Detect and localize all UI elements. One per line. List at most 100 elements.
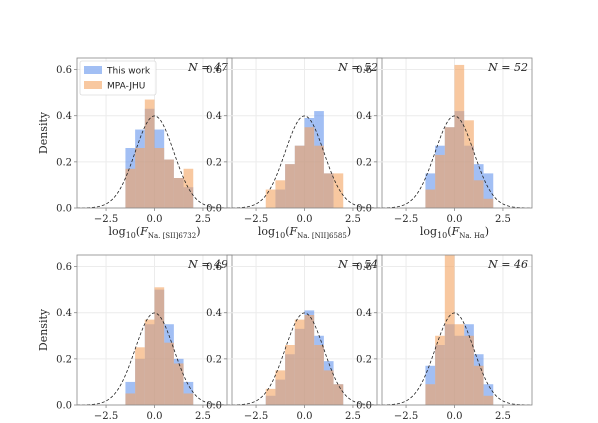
histogram-bar-mpa-jhu xyxy=(425,189,436,208)
histogram-bar-mpa-jhu xyxy=(435,154,445,208)
panel-bottom-right: 0.0 0.2 0.4 0.6 −2.5 0.0 2.5 N = 46 xyxy=(356,254,533,422)
x-tick-label: 2.5 xyxy=(495,411,511,422)
histogram-bar-mpa-jhu xyxy=(135,148,145,208)
histogram-bar-mpa-jhu xyxy=(275,370,286,405)
x-axis-label: log10(FNa. [NII]6585) xyxy=(258,225,351,240)
histogram-bar-this-work xyxy=(483,173,494,208)
histogram-bar-mpa-jhu xyxy=(464,120,474,208)
y-tick-label: 0.6 xyxy=(206,65,222,76)
x-tick-label: −2.5 xyxy=(244,411,268,422)
y-tick-label: 0.4 xyxy=(206,111,222,122)
y-tick-label: 0.6 xyxy=(356,65,372,76)
histogram-bar-mpa-jhu xyxy=(144,99,155,208)
panel-top-right: 0.0 0.2 0.4 0.6 −2.5 0.0 2.5 N = 52 log10(FNa. H… xyxy=(356,57,533,240)
x-tick-label: 0.0 xyxy=(297,214,313,225)
plot-area xyxy=(377,255,532,405)
x-tick-label: −2.5 xyxy=(394,214,418,225)
sample-count-label: N = 49 xyxy=(187,258,228,271)
y-tick-label: 0.4 xyxy=(356,111,372,122)
histogram-bar-mpa-jhu xyxy=(314,345,324,405)
x-tick-label: −2.5 xyxy=(94,214,118,225)
y-tick-label: 0.2 xyxy=(206,157,222,168)
x-tick-label: 0.0 xyxy=(447,214,463,225)
histogram-bar-mpa-jhu xyxy=(154,287,165,405)
histogram-bar-mpa-jhu xyxy=(425,384,436,405)
y-tick-label: 0.2 xyxy=(356,354,372,365)
histogram-bar-mpa-jhu xyxy=(444,127,455,208)
x-tick-label: 2.5 xyxy=(345,411,361,422)
y-tick-label: 0.0 xyxy=(206,401,222,412)
x-tick-label: −2.5 xyxy=(394,411,418,422)
y-tick-label: 0.4 xyxy=(356,308,372,319)
histogram-bar-mpa-jhu xyxy=(285,164,295,208)
histogram-bar-mpa-jhu xyxy=(323,370,334,405)
x-tick-label: −2.5 xyxy=(244,214,268,225)
gaussian-curve xyxy=(377,115,532,208)
histogram-bar-mpa-jhu xyxy=(164,342,174,405)
x-tick-label: 0.0 xyxy=(297,411,313,422)
x-tick-label: 2.5 xyxy=(495,214,511,225)
x-axis-label: log10(FNa. Hα) xyxy=(420,225,489,240)
y-tick-label: 0.2 xyxy=(56,157,72,168)
panel-top-left: 0.00.20.40.6−2.5 0.0 2.5N = 47Densitylog10… xyxy=(37,57,233,240)
y-tick-label: 0.6 xyxy=(56,65,72,76)
histogram-bar-mpa-jhu xyxy=(435,335,445,405)
plot-area xyxy=(377,64,532,208)
sample-count-label: N = 46 xyxy=(487,258,528,271)
histogram-bar-mpa-jhu xyxy=(483,395,494,405)
sample-count-label: N = 54 xyxy=(337,258,378,271)
sample-count-label: N = 52 xyxy=(337,61,378,74)
gaussian-curve xyxy=(77,312,232,405)
sample-count-label: N = 47 xyxy=(187,61,228,74)
gaussian-curve xyxy=(227,312,382,405)
sample-count-label: N = 52 xyxy=(487,61,528,74)
histogram-bar-mpa-jhu xyxy=(135,347,145,405)
histogram-bar-mpa-jhu xyxy=(333,173,344,208)
histogram-bar-mpa-jhu xyxy=(454,64,465,208)
y-tick-label: 0.2 xyxy=(56,354,72,365)
y-tick-label: 0.0 xyxy=(56,401,72,412)
y-tick-label: 0.0 xyxy=(356,204,372,215)
x-tick-label: 2.5 xyxy=(195,411,211,422)
panel-bottom-middle: 0.0 0.2 0.4 0.6 −2.5 0.0 2.5 N = 54 xyxy=(206,254,383,422)
legend-swatch xyxy=(84,66,102,74)
histogram-bar-mpa-jhu xyxy=(173,178,184,208)
histogram-bar-mpa-jhu xyxy=(473,180,484,208)
histogram-bar-mpa-jhu xyxy=(265,189,276,208)
y-tick-label: 0.2 xyxy=(206,354,222,365)
histogram-bar-mpa-jhu xyxy=(464,335,474,405)
x-tick-label: 2.5 xyxy=(195,214,211,225)
histogram-bar-mpa-jhu xyxy=(314,145,324,208)
y-tick-label: 0.6 xyxy=(356,262,372,273)
plot-area xyxy=(77,99,232,208)
x-tick-label: −2.5 xyxy=(94,411,118,422)
histogram-bar-mpa-jhu xyxy=(323,173,334,208)
x-tick-label: 2.5 xyxy=(345,214,361,225)
legend-swatch xyxy=(84,81,102,89)
x-tick-label: 0.0 xyxy=(147,214,163,225)
legend-label: This work xyxy=(106,67,151,77)
y-tick-label: 0.0 xyxy=(56,204,72,215)
histogram-bar-mpa-jhu xyxy=(444,255,455,405)
gaussian-curve xyxy=(377,312,532,405)
histogram-bar-mpa-jhu xyxy=(125,168,136,208)
plot-area xyxy=(227,310,382,405)
histogram-bar-mpa-jhu xyxy=(285,345,295,405)
y-tick-label: 0.6 xyxy=(206,262,222,273)
histogram-bar-mpa-jhu xyxy=(304,315,315,405)
histogram-bar-mpa-jhu xyxy=(173,363,184,405)
y-tick-label: 0.4 xyxy=(56,111,72,122)
x-tick-label: 0.0 xyxy=(447,411,463,422)
histogram-bar-mpa-jhu xyxy=(294,319,305,405)
histogram-bar-mpa-jhu xyxy=(154,148,165,208)
histogram-bar-mpa-jhu xyxy=(144,319,155,405)
plot-area xyxy=(77,287,232,405)
histogram-bar-mpa-jhu xyxy=(183,168,194,208)
histogram-bar-mpa-jhu xyxy=(454,324,465,405)
histogram-bar-mpa-jhu xyxy=(275,180,286,208)
legend: This work MPA-JHU xyxy=(79,60,157,96)
histogram-bar-this-work xyxy=(483,384,494,405)
y-tick-label: 0.4 xyxy=(206,308,222,319)
histogram-bar-mpa-jhu xyxy=(483,198,494,208)
